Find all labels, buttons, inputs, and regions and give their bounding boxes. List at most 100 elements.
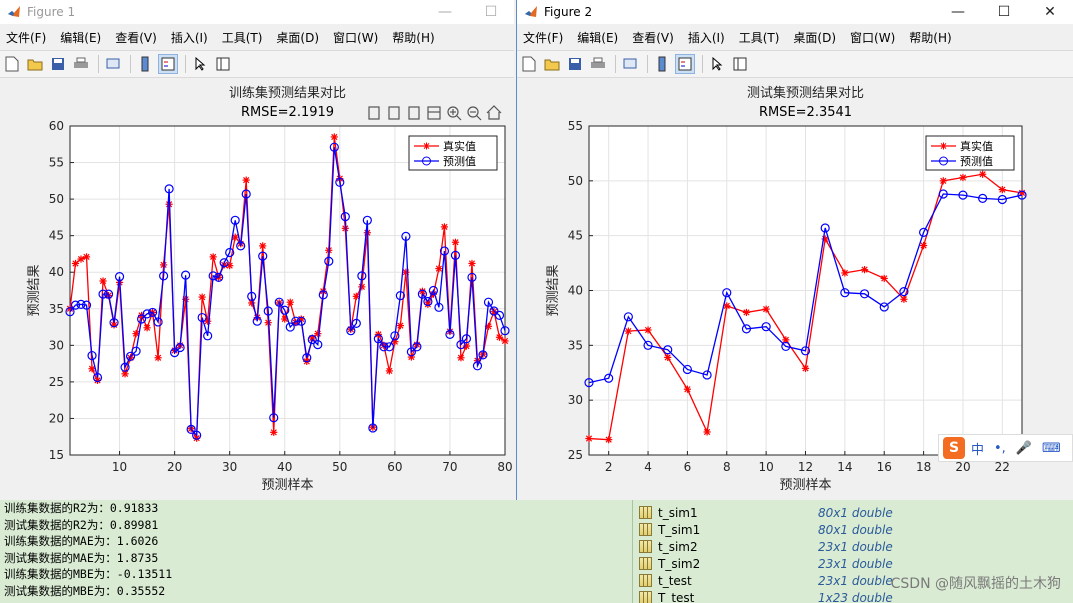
- save-icon[interactable]: [565, 54, 585, 74]
- workspace-row[interactable]: t_sim2 23x1 double: [633, 538, 1073, 555]
- test-chart[interactable]: 2 4 6 8 10 12 14 16 18 20 22 25 30 35 40 45 50 55 测试集预测结果对…: [517, 78, 1073, 500]
- datatip-icon[interactable]: [408, 106, 420, 120]
- console-line: 训练集数据的R2为：0.91833: [4, 501, 159, 515]
- data-point-actual: [860, 266, 869, 274]
- data-point-predicted: [103, 289, 114, 299]
- console-prompt[interactable]: fx: [4, 600, 632, 603]
- keyboard-icon[interactable]: ⌨: [1042, 440, 1061, 456]
- y-tick-label: 60: [49, 119, 64, 133]
- link-plot-icon[interactable]: [620, 54, 640, 74]
- command-window[interactable]: 训练集数据的R2为：0.91833 测试集数据的R2为：0.89981 训练集数…: [0, 500, 632, 603]
- data-point-predicted: [87, 350, 97, 361]
- property-editor-icon[interactable]: [213, 54, 233, 74]
- menu-help[interactable]: 帮助(H): [909, 30, 952, 45]
- legend-icon[interactable]: [675, 54, 695, 74]
- close-button[interactable]: ✕: [1044, 4, 1056, 20]
- print-icon[interactable]: [588, 54, 608, 74]
- workspace-row[interactable]: T_sim2 23x1 double: [633, 555, 1073, 572]
- maximize-button[interactable]: ☐: [997, 4, 1011, 20]
- data-point-predicted: [899, 286, 909, 297]
- save-icon[interactable]: [48, 54, 68, 74]
- menu-tools[interactable]: 工具(T): [738, 30, 780, 45]
- workspace-row[interactable]: t_test 23x1 double: [633, 572, 1073, 589]
- titlebar: Figure 1 — ☐: [0, 0, 514, 24]
- x-tick-label: 8: [723, 460, 731, 474]
- export-icon[interactable]: [368, 106, 380, 120]
- y-tick-label: 40: [568, 284, 583, 298]
- data-point-predicted: [428, 285, 439, 296]
- menu-window[interactable]: 窗口(W): [333, 30, 379, 45]
- menu-desktop[interactable]: 桌面(D): [793, 30, 837, 45]
- data-point-predicted: [147, 307, 158, 318]
- ime-punct-button[interactable]: •,: [994, 440, 1006, 456]
- menu-edit[interactable]: 编辑(E): [60, 30, 102, 45]
- menu-view[interactable]: 查看(V): [115, 30, 157, 45]
- colorbar-icon[interactable]: [652, 54, 672, 74]
- y-axis-label: 预测结果: [546, 264, 561, 316]
- menu-tools[interactable]: 工具(T): [221, 30, 263, 45]
- console-line: 训练集数据的MAE为：1.6026: [4, 534, 159, 549]
- variable-value: 23x1 double: [818, 556, 893, 571]
- data-point-actual: [723, 302, 731, 310]
- workspace-row[interactable]: t_sim1 80x1 double: [633, 504, 1073, 521]
- menu-window[interactable]: 窗口(W): [850, 30, 896, 45]
- workspace-row[interactable]: T_test 1x23 double: [633, 589, 1073, 603]
- zoom-out-icon[interactable]: [467, 106, 482, 121]
- menu-insert[interactable]: 插入(I): [170, 30, 208, 45]
- data-point-actual: [352, 292, 360, 300]
- menu-desktop[interactable]: 桌面(D): [276, 30, 320, 45]
- home-icon[interactable]: [486, 105, 502, 120]
- pan-icon[interactable]: [427, 106, 441, 120]
- minimize-button[interactable]: —: [438, 4, 452, 20]
- data-point-predicted: [219, 258, 229, 268]
- sogou-logo-icon[interactable]: S: [943, 437, 965, 459]
- open-file-icon[interactable]: [25, 54, 45, 74]
- pointer-icon[interactable]: [190, 54, 210, 74]
- y-tick-label: 50: [568, 174, 583, 188]
- data-point-actual: [99, 277, 107, 285]
- x-tick-label: 4: [644, 460, 652, 474]
- ime-lang-button[interactable]: 中: [971, 442, 985, 458]
- zoom-in-icon[interactable]: [447, 106, 462, 121]
- menu-file[interactable]: 文件(F): [523, 30, 564, 45]
- open-file-icon[interactable]: [542, 54, 562, 74]
- data-point-predicted: [702, 370, 712, 380]
- y-tick-label: 30: [49, 338, 64, 352]
- colorbar-icon[interactable]: [135, 54, 155, 74]
- menu-edit[interactable]: 编辑(E): [577, 30, 619, 45]
- data-point-predicted: [483, 297, 494, 307]
- link-plot-icon[interactable]: [103, 54, 123, 74]
- menu-insert[interactable]: 插入(I): [687, 30, 725, 45]
- variable-value: 1x23 double: [818, 590, 893, 603]
- data-point-predicted: [214, 272, 224, 282]
- data-point-predicted: [230, 215, 240, 225]
- menu-view[interactable]: 查看(V): [632, 30, 674, 45]
- variable-name: t_sim1: [658, 505, 698, 520]
- pointer-icon[interactable]: [707, 54, 727, 74]
- maximize-button[interactable]: ☐: [484, 4, 498, 20]
- minimize-button[interactable]: —: [951, 4, 965, 20]
- data-point-actual: [683, 385, 692, 393]
- data-point-predicted: [241, 189, 251, 199]
- new-figure-icon[interactable]: [2, 54, 22, 74]
- new-figure-icon[interactable]: [519, 54, 539, 74]
- brush-icon[interactable]: [388, 106, 400, 120]
- data-point-predicted: [741, 324, 752, 334]
- train-chart[interactable]: 10 20 30 40 50 60 70 80 15 20 25 30 35 40 45 50 55 60 训练集预…: [0, 78, 514, 500]
- print-icon[interactable]: [71, 54, 91, 74]
- menu-file[interactable]: 文件(F): [6, 30, 47, 45]
- menu-help[interactable]: 帮助(H): [392, 30, 435, 45]
- property-editor-icon[interactable]: [730, 54, 750, 74]
- workspace-row[interactable]: T_sim1 80x1 double: [633, 521, 1073, 538]
- data-point-predicted: [186, 424, 196, 435]
- microphone-icon[interactable]: 🎤: [1015, 440, 1033, 456]
- legend-icon[interactable]: [158, 54, 178, 74]
- data-point-predicted: [395, 291, 405, 301]
- data-point-predicted: [192, 430, 202, 440]
- legend-label: 真实值: [443, 139, 476, 153]
- data-point-predicted: [820, 223, 830, 233]
- data-point-predicted: [406, 347, 416, 357]
- chart-subtitle: RMSE=2.3541: [759, 105, 852, 120]
- legend-label: 预测值: [443, 155, 476, 168]
- data-point-actual: [880, 274, 888, 283]
